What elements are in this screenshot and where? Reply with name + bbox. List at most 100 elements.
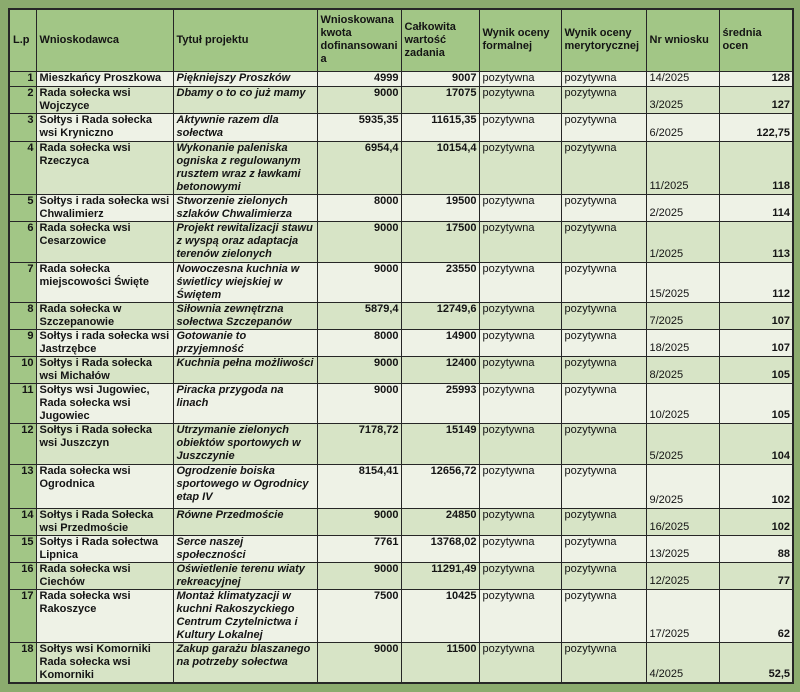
- wnioskodawca-cell: Sołtys wsi Jugowiec, Rada sołecka wsi Ju…: [35, 382, 174, 424]
- lp-cell: 9: [8, 328, 37, 357]
- table-body: 1 Mieszkańcy Proszkowa Piękniejszy Proszkó…: [8, 70, 794, 683]
- tytul-cell: Projekt rewitalizacji stawu z wyspą oraz…: [172, 220, 318, 263]
- merytoryczna-cell: pozytywna: [560, 382, 647, 424]
- header-row: L.p Wnioskodawca Tytuł projektu Wnioskow…: [8, 8, 794, 72]
- col-header-lp: L.p: [8, 8, 37, 72]
- kwota-cell: 8000: [316, 328, 402, 357]
- formalna-cell: pozytywna: [478, 507, 562, 536]
- table-row: 8 Rada sołecka w Szczepanowie Siłownia zew…: [8, 301, 794, 330]
- lp-cell: 7: [8, 261, 37, 303]
- col-header-nr-wniosku: Nr wniosku: [645, 8, 720, 72]
- wartosc-cell: 12400: [400, 355, 480, 384]
- lp-cell: 4: [8, 140, 37, 195]
- merytoryczna-cell: pozytywna: [560, 193, 647, 222]
- merytoryczna-cell: pozytywna: [560, 220, 647, 263]
- table-row: 1 Mieszkańcy Proszkowa Piękniejszy Proszkó…: [8, 70, 794, 87]
- nr-cell: 3/2025: [645, 85, 720, 114]
- table-row: 17 Rada sołecka wsi Rakoszyce Montaż klima…: [8, 588, 794, 643]
- wnioskodawca-cell: Sołtys i Rada Sołecka wsi Przedmoście: [35, 507, 174, 536]
- wnioskodawca-cell: Sołtys i Rada sołectwa Lipnica: [35, 534, 174, 563]
- merytoryczna-cell: pozytywna: [560, 328, 647, 357]
- kwota-cell: 7761: [316, 534, 402, 563]
- wnioskodawca-cell: Sołtys i rada sołecka wsi Jastrzębce: [35, 328, 174, 357]
- lp-cell: 10: [8, 355, 37, 384]
- wartosc-cell: 17500: [400, 220, 480, 263]
- lp-cell: 8: [8, 301, 37, 330]
- kwota-cell: 9000: [316, 261, 402, 303]
- col-header-wynik-formalnej: Wynik oceny formalnej: [478, 8, 562, 72]
- kwota-cell: 5935,35: [316, 112, 402, 142]
- wnioskodawca-cell: Sołtys i Rada sołecka wsi Juszczyn: [35, 422, 174, 465]
- tytul-cell: Aktywnie razem dla sołectwa: [172, 112, 318, 142]
- lp-cell: 13: [8, 463, 37, 509]
- nr-cell: 5/2025: [645, 422, 720, 465]
- wartosc-cell: 13768,02: [400, 534, 480, 563]
- wnioskodawca-cell: Mieszkańcy Proszkowa: [35, 70, 174, 87]
- wartosc-cell: 24850: [400, 507, 480, 536]
- wartosc-cell: 9007: [400, 70, 480, 87]
- srednia-cell: 105: [718, 355, 794, 384]
- col-header-srednia-ocen: średnia ocen: [718, 8, 794, 72]
- table-row: 5 Sołtys i rada sołecka wsi Chwalimierz St…: [8, 193, 794, 222]
- lp-cell: 18: [8, 641, 37, 683]
- kwota-cell: 9000: [316, 382, 402, 424]
- kwota-cell: 9000: [316, 220, 402, 263]
- merytoryczna-cell: pozytywna: [560, 507, 647, 536]
- nr-cell: 10/2025: [645, 382, 720, 424]
- table-row: 11 Sołtys wsi Jugowiec, Rada sołecka wsi …: [8, 382, 794, 424]
- table-row: 9 Sołtys i rada sołecka wsi Jastrzębce Got…: [8, 328, 794, 357]
- formalna-cell: pozytywna: [478, 422, 562, 465]
- tytul-cell: Kuchnia pełna możliwości: [172, 355, 318, 384]
- kwota-cell: 7500: [316, 588, 402, 643]
- merytoryczna-cell: pozytywna: [560, 112, 647, 142]
- srednia-cell: 107: [718, 328, 794, 357]
- table-row: 18 Sołtys wsi Komorniki Rada sołecka wsi …: [8, 641, 794, 683]
- wartosc-cell: 14900: [400, 328, 480, 357]
- col-header-wynik-merytorycznej: Wynik oceny merytorycznej: [560, 8, 647, 72]
- wartosc-cell: 10154,4: [400, 140, 480, 195]
- tytul-cell: Zakup garażu blaszanego na potrzeby sołe…: [172, 641, 318, 683]
- srednia-cell: 128: [718, 70, 794, 87]
- wartosc-cell: 12749,6: [400, 301, 480, 330]
- wartosc-cell: 10425: [400, 588, 480, 643]
- formalna-cell: pozytywna: [478, 140, 562, 195]
- table-row: 4 Rada sołecka wsi Rzeczyca Wykonanie pale…: [8, 140, 794, 195]
- nr-cell: 6/2025: [645, 112, 720, 142]
- formalna-cell: pozytywna: [478, 641, 562, 683]
- formalna-cell: pozytywna: [478, 382, 562, 424]
- nr-cell: 11/2025: [645, 140, 720, 195]
- tytul-cell: Ogrodzenie boiska sportowego w Ogrodnicy…: [172, 463, 318, 509]
- tytul-cell: Równe Przedmoście: [172, 507, 318, 536]
- wartosc-cell: 25993: [400, 382, 480, 424]
- nr-cell: 4/2025: [645, 641, 720, 683]
- srednia-cell: 107: [718, 301, 794, 330]
- wnioskodawca-cell: Sołtys wsi Komorniki Rada sołecka wsi Ko…: [35, 641, 174, 683]
- lp-cell: 17: [8, 588, 37, 643]
- lp-cell: 6: [8, 220, 37, 263]
- srednia-cell: 88: [718, 534, 794, 563]
- table-row: 15 Sołtys i Rada sołectwa Lipnica Serce na…: [8, 534, 794, 563]
- merytoryczna-cell: pozytywna: [560, 422, 647, 465]
- merytoryczna-cell: pozytywna: [560, 85, 647, 114]
- srednia-cell: 105: [718, 382, 794, 424]
- formalna-cell: pozytywna: [478, 328, 562, 357]
- table-row: 6 Rada sołecka wsi Cesarzowice Projekt rew…: [8, 220, 794, 263]
- tytul-cell: Utrzymanie zielonych obiektów sportowych…: [172, 422, 318, 465]
- col-header-wnioskowana-kwota: Wnioskowana kwota dofinansowania: [316, 8, 402, 72]
- formalna-cell: pozytywna: [478, 220, 562, 263]
- lp-cell: 11: [8, 382, 37, 424]
- lp-cell: 14: [8, 507, 37, 536]
- srednia-cell: 112: [718, 261, 794, 303]
- col-header-wnioskodawca: Wnioskodawca: [35, 8, 174, 72]
- wnioskodawca-cell: Rada sołecka wsi Wojczyce: [35, 85, 174, 114]
- kwota-cell: 9000: [316, 85, 402, 114]
- merytoryczna-cell: pozytywna: [560, 534, 647, 563]
- srednia-cell: 77: [718, 561, 794, 590]
- formalna-cell: pozytywna: [478, 355, 562, 384]
- nr-cell: 12/2025: [645, 561, 720, 590]
- table-row: 12 Sołtys i Rada sołecka wsi Juszczyn Utrz…: [8, 422, 794, 465]
- formalna-cell: pozytywna: [478, 534, 562, 563]
- wnioskodawca-cell: Rada sołecka miejscowości Święte: [35, 261, 174, 303]
- srednia-cell: 113: [718, 220, 794, 263]
- nr-cell: 13/2025: [645, 534, 720, 563]
